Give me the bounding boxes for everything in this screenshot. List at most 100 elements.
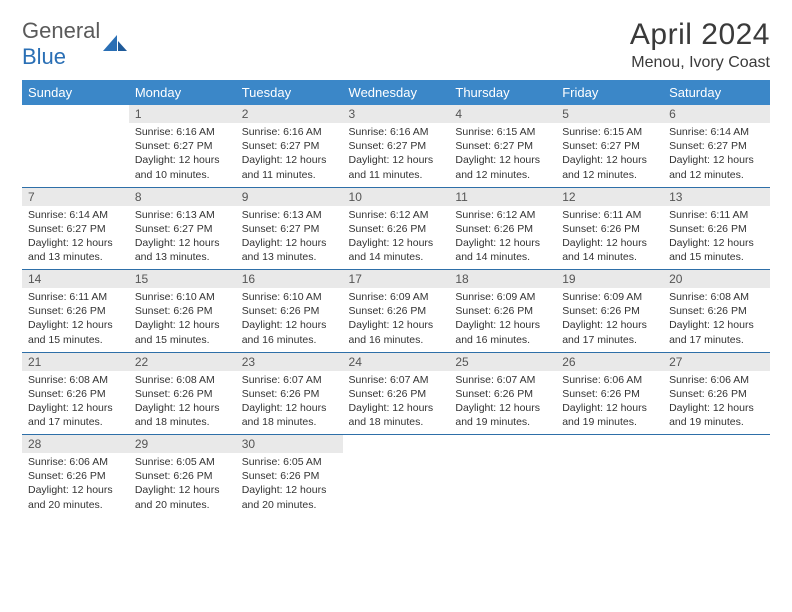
day-number: 30: [236, 435, 343, 453]
location-label: Menou, Ivory Coast: [630, 54, 770, 72]
calendar-day: 25Sunrise: 6:07 AMSunset: 6:26 PMDayligh…: [449, 353, 556, 435]
day-number: 25: [449, 353, 556, 371]
calendar-day: 23Sunrise: 6:07 AMSunset: 6:26 PMDayligh…: [236, 353, 343, 435]
sunset-text: Sunset: 6:27 PM: [242, 139, 337, 153]
sunrise-text: Sunrise: 6:16 AM: [135, 125, 230, 139]
sunrise-text: Sunrise: 6:14 AM: [669, 125, 764, 139]
calendar-table: Sunday Monday Tuesday Wednesday Thursday…: [22, 80, 770, 517]
calendar-day: 14Sunrise: 6:11 AMSunset: 6:26 PMDayligh…: [22, 270, 129, 352]
sunrise-text: Sunrise: 6:15 AM: [562, 125, 657, 139]
sunset-text: Sunset: 6:26 PM: [455, 222, 550, 236]
calendar-day: 20Sunrise: 6:08 AMSunset: 6:26 PMDayligh…: [663, 270, 770, 352]
day-body: Sunrise: 6:11 AMSunset: 6:26 PMDaylight:…: [663, 206, 770, 269]
day-body: Sunrise: 6:05 AMSunset: 6:26 PMDaylight:…: [129, 453, 236, 516]
daylight-text: Daylight: 12 hours and 10 minutes.: [135, 153, 230, 181]
day-number: 23: [236, 353, 343, 371]
day-body: Sunrise: 6:11 AMSunset: 6:26 PMDaylight:…: [22, 288, 129, 351]
sunset-text: Sunset: 6:26 PM: [562, 387, 657, 401]
daylight-text: Daylight: 12 hours and 15 minutes.: [28, 318, 123, 346]
calendar-day: 21Sunrise: 6:08 AMSunset: 6:26 PMDayligh…: [22, 353, 129, 435]
day-body: Sunrise: 6:16 AMSunset: 6:27 PMDaylight:…: [129, 123, 236, 186]
calendar-day: 5Sunrise: 6:15 AMSunset: 6:27 PMDaylight…: [556, 105, 663, 187]
day-body: Sunrise: 6:09 AMSunset: 6:26 PMDaylight:…: [449, 288, 556, 351]
brand-sail-icon: [103, 35, 129, 53]
day-number: 21: [22, 353, 129, 371]
sunset-text: Sunset: 6:27 PM: [669, 139, 764, 153]
daylight-text: Daylight: 12 hours and 12 minutes.: [562, 153, 657, 181]
daylight-text: Daylight: 12 hours and 14 minutes.: [562, 236, 657, 264]
day-number: 4: [449, 105, 556, 123]
calendar-day: 2Sunrise: 6:16 AMSunset: 6:27 PMDaylight…: [236, 105, 343, 187]
day-body: Sunrise: 6:10 AMSunset: 6:26 PMDaylight:…: [129, 288, 236, 351]
sunrise-text: Sunrise: 6:12 AM: [349, 208, 444, 222]
day-body: Sunrise: 6:07 AMSunset: 6:26 PMDaylight:…: [343, 371, 450, 434]
calendar-day: [22, 105, 129, 187]
sunset-text: Sunset: 6:26 PM: [349, 387, 444, 401]
sunset-text: Sunset: 6:26 PM: [455, 304, 550, 318]
daylight-text: Daylight: 12 hours and 12 minutes.: [669, 153, 764, 181]
dow-saturday: Saturday: [663, 80, 770, 105]
calendar-day: [449, 435, 556, 517]
sunset-text: Sunset: 6:26 PM: [562, 304, 657, 318]
sunrise-text: Sunrise: 6:14 AM: [28, 208, 123, 222]
day-body: Sunrise: 6:08 AMSunset: 6:26 PMDaylight:…: [129, 371, 236, 434]
title-block: April 2024 Menou, Ivory Coast: [630, 18, 770, 72]
day-number: 14: [22, 270, 129, 288]
day-number: 20: [663, 270, 770, 288]
day-number: 29: [129, 435, 236, 453]
calendar-day: 3Sunrise: 6:16 AMSunset: 6:27 PMDaylight…: [343, 105, 450, 187]
day-number: 12: [556, 188, 663, 206]
day-body: Sunrise: 6:13 AMSunset: 6:27 PMDaylight:…: [129, 206, 236, 269]
sunset-text: Sunset: 6:26 PM: [349, 222, 444, 236]
calendar-day: 18Sunrise: 6:09 AMSunset: 6:26 PMDayligh…: [449, 270, 556, 352]
daylight-text: Daylight: 12 hours and 19 minutes.: [669, 401, 764, 429]
calendar-day: 30Sunrise: 6:05 AMSunset: 6:26 PMDayligh…: [236, 435, 343, 517]
sunrise-text: Sunrise: 6:10 AM: [135, 290, 230, 304]
daylight-text: Daylight: 12 hours and 13 minutes.: [28, 236, 123, 264]
day-body: Sunrise: 6:05 AMSunset: 6:26 PMDaylight:…: [236, 453, 343, 516]
day-number: 27: [663, 353, 770, 371]
page-header: General Blue April 2024 Menou, Ivory Coa…: [22, 18, 770, 72]
sunrise-text: Sunrise: 6:11 AM: [28, 290, 123, 304]
calendar-day: 6Sunrise: 6:14 AMSunset: 6:27 PMDaylight…: [663, 105, 770, 187]
day-number: 5: [556, 105, 663, 123]
calendar-day: 11Sunrise: 6:12 AMSunset: 6:26 PMDayligh…: [449, 188, 556, 270]
calendar-day: 17Sunrise: 6:09 AMSunset: 6:26 PMDayligh…: [343, 270, 450, 352]
calendar-day: [556, 435, 663, 517]
sunrise-text: Sunrise: 6:16 AM: [242, 125, 337, 139]
day-number: 18: [449, 270, 556, 288]
sunrise-text: Sunrise: 6:07 AM: [455, 373, 550, 387]
day-number: 28: [22, 435, 129, 453]
calendar-day: 15Sunrise: 6:10 AMSunset: 6:26 PMDayligh…: [129, 270, 236, 352]
calendar-week: 14Sunrise: 6:11 AMSunset: 6:26 PMDayligh…: [22, 270, 770, 352]
calendar-day: 24Sunrise: 6:07 AMSunset: 6:26 PMDayligh…: [343, 353, 450, 435]
calendar-day: 16Sunrise: 6:10 AMSunset: 6:26 PMDayligh…: [236, 270, 343, 352]
daylight-text: Daylight: 12 hours and 11 minutes.: [242, 153, 337, 181]
sunrise-text: Sunrise: 6:07 AM: [242, 373, 337, 387]
sunset-text: Sunset: 6:26 PM: [242, 304, 337, 318]
dow-thursday: Thursday: [449, 80, 556, 105]
day-number: 17: [343, 270, 450, 288]
sunrise-text: Sunrise: 6:08 AM: [135, 373, 230, 387]
sunset-text: Sunset: 6:26 PM: [242, 469, 337, 483]
sunrise-text: Sunrise: 6:13 AM: [135, 208, 230, 222]
daylight-text: Daylight: 12 hours and 19 minutes.: [562, 401, 657, 429]
day-body: Sunrise: 6:07 AMSunset: 6:26 PMDaylight:…: [449, 371, 556, 434]
day-body: Sunrise: 6:09 AMSunset: 6:26 PMDaylight:…: [556, 288, 663, 351]
day-body: Sunrise: 6:10 AMSunset: 6:26 PMDaylight:…: [236, 288, 343, 351]
calendar-week: 7Sunrise: 6:14 AMSunset: 6:27 PMDaylight…: [22, 188, 770, 270]
calendar-week: 1Sunrise: 6:16 AMSunset: 6:27 PMDaylight…: [22, 105, 770, 187]
day-body: Sunrise: 6:16 AMSunset: 6:27 PMDaylight:…: [236, 123, 343, 186]
day-body: Sunrise: 6:06 AMSunset: 6:26 PMDaylight:…: [663, 371, 770, 434]
sunrise-text: Sunrise: 6:12 AM: [455, 208, 550, 222]
dow-monday: Monday: [129, 80, 236, 105]
sunset-text: Sunset: 6:26 PM: [669, 304, 764, 318]
day-number: 3: [343, 105, 450, 123]
day-number: 8: [129, 188, 236, 206]
dow-sunday: Sunday: [22, 80, 129, 105]
day-number: 26: [556, 353, 663, 371]
day-body: Sunrise: 6:09 AMSunset: 6:26 PMDaylight:…: [343, 288, 450, 351]
sunset-text: Sunset: 6:26 PM: [135, 387, 230, 401]
day-body: Sunrise: 6:12 AMSunset: 6:26 PMDaylight:…: [449, 206, 556, 269]
sunrise-text: Sunrise: 6:09 AM: [349, 290, 444, 304]
